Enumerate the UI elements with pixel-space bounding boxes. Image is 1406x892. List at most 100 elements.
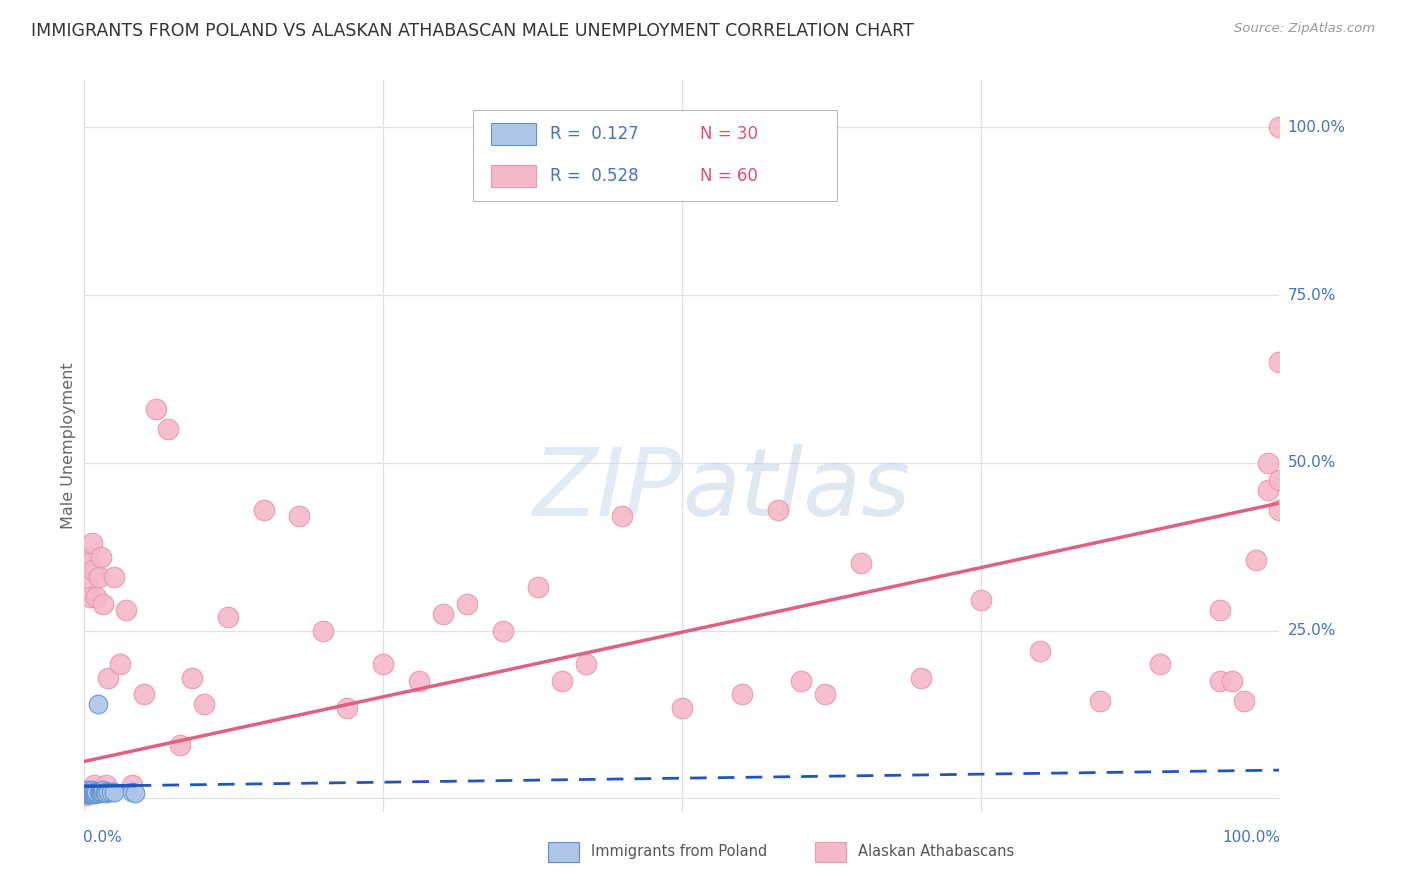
Text: 75.0%: 75.0% [1288,287,1336,302]
Text: 50.0%: 50.0% [1288,455,1336,470]
Point [612,509,634,524]
Point [82,786,104,800]
Point [79,784,101,798]
Point [77,557,100,571]
Text: Alaskan Athabascans: Alaskan Athabascans [858,845,1014,859]
Point [193,698,215,712]
Text: N = 60: N = 60 [700,168,758,186]
Point [77,786,100,800]
Text: atlas: atlas [682,444,910,535]
Point [181,671,204,685]
Point [93,597,115,611]
Point [80,787,103,801]
Point [82,784,104,798]
Point [1257,483,1279,497]
Point [527,580,550,594]
Point [103,570,125,584]
Point [115,603,138,617]
Point [121,778,143,792]
Point [76,784,98,798]
Point [110,657,132,671]
Text: 25.0%: 25.0% [1288,623,1336,638]
Point [103,784,125,798]
Point [91,785,114,799]
Point [79,590,101,604]
Point [83,785,105,799]
Point [84,787,107,801]
Bar [491,123,536,145]
Point [1209,673,1232,688]
Point [90,549,112,564]
Point [1233,694,1256,708]
Point [86,590,108,604]
Point [1149,657,1171,671]
Point [336,700,359,714]
Point [851,557,873,571]
Point [89,786,111,800]
Point [1268,120,1291,135]
Point [77,783,100,797]
Text: N = 30: N = 30 [700,125,758,144]
Point [288,509,311,524]
Point [1209,603,1232,617]
Point [575,657,598,671]
Point [87,784,110,798]
Point [456,597,478,611]
Point [1268,502,1291,516]
Text: Immigrants from Poland: Immigrants from Poland [591,845,766,859]
Point [94,778,117,792]
Point [87,570,110,584]
Text: IMMIGRANTS FROM POLAND VS ALASKAN ATHABASCAN MALE UNEMPLOYMENT CORRELATION CHART: IMMIGRANTS FROM POLAND VS ALASKAN ATHABA… [31,22,914,40]
Point [97,671,120,685]
Point [100,784,122,798]
Point [121,784,143,798]
Text: R =  0.528: R = 0.528 [551,168,640,186]
Point [432,607,454,621]
Y-axis label: Male Unemployment: Male Unemployment [60,363,76,529]
Point [492,624,515,638]
Point [86,784,108,798]
Text: 100.0%: 100.0% [1288,120,1346,135]
Point [1257,456,1279,470]
Point [910,671,932,685]
Point [80,783,103,797]
Point [814,687,837,701]
Point [253,502,276,516]
Point [1268,355,1291,369]
Point [132,687,156,701]
Point [551,673,574,688]
Point [97,784,120,798]
Point [312,624,335,638]
Point [75,788,97,802]
Text: 100.0%: 100.0% [1223,830,1281,845]
FancyBboxPatch shape [472,110,838,201]
Point [169,738,191,752]
Point [77,549,100,564]
Point [1029,643,1052,657]
Point [86,786,108,800]
Point [157,422,180,436]
Text: ZIP: ZIP [533,444,682,535]
Point [94,786,117,800]
Point [86,698,108,712]
Point [93,783,115,797]
Point [671,700,693,714]
Point [1220,673,1243,688]
Point [217,610,239,624]
Point [80,536,103,550]
Point [76,576,98,591]
Point [77,785,100,799]
Point [124,786,146,800]
Point [75,787,97,801]
Point [1268,473,1291,487]
Point [93,784,115,798]
Point [1090,694,1112,708]
Point [90,784,112,798]
Point [373,657,395,671]
Point [408,673,430,688]
Text: Source: ZipAtlas.com: Source: ZipAtlas.com [1234,22,1375,36]
Bar [491,165,536,187]
Point [77,787,100,801]
Point [83,778,105,792]
Point [970,593,993,607]
